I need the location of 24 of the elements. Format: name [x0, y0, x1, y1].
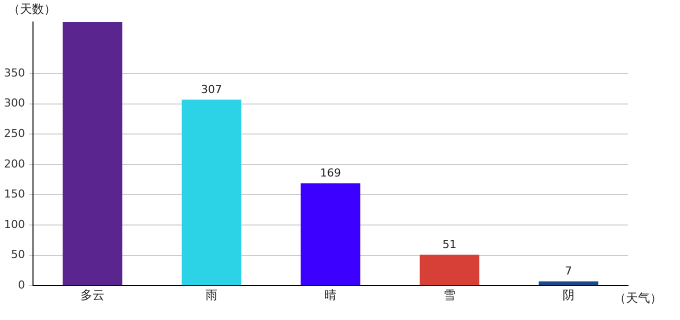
- bar: [62, 22, 122, 286]
- y-tick-label: 100: [4, 218, 25, 231]
- y-tick-label: 50: [10, 248, 25, 262]
- x-tick-label: 雪: [444, 288, 456, 302]
- data-label: 307: [200, 82, 222, 96]
- x-tick-label: 雨: [205, 288, 218, 302]
- y-tick-label: 300: [4, 96, 25, 110]
- x-tick-label: 晴: [324, 288, 336, 302]
- data-label: 51: [442, 238, 456, 252]
- y-tick-label: 150: [4, 188, 25, 201]
- bar: [182, 100, 242, 286]
- x-tick-label: 多云: [80, 288, 104, 302]
- bar: [300, 183, 360, 286]
- x-axis-title: （天气）: [614, 291, 662, 306]
- y-tick-label: 250: [4, 126, 25, 140]
- y-axis-title: （天数）: [8, 2, 56, 16]
- y-tick-label: 0: [18, 278, 25, 292]
- y-tick-label: 350: [4, 66, 25, 80]
- data-label: 7: [565, 264, 572, 278]
- y-tick-label: 200: [4, 157, 25, 170]
- data-label: 169: [320, 166, 341, 180]
- bar: [420, 254, 480, 286]
- x-tick-label: 阴: [562, 288, 574, 302]
- bar: [538, 281, 598, 286]
